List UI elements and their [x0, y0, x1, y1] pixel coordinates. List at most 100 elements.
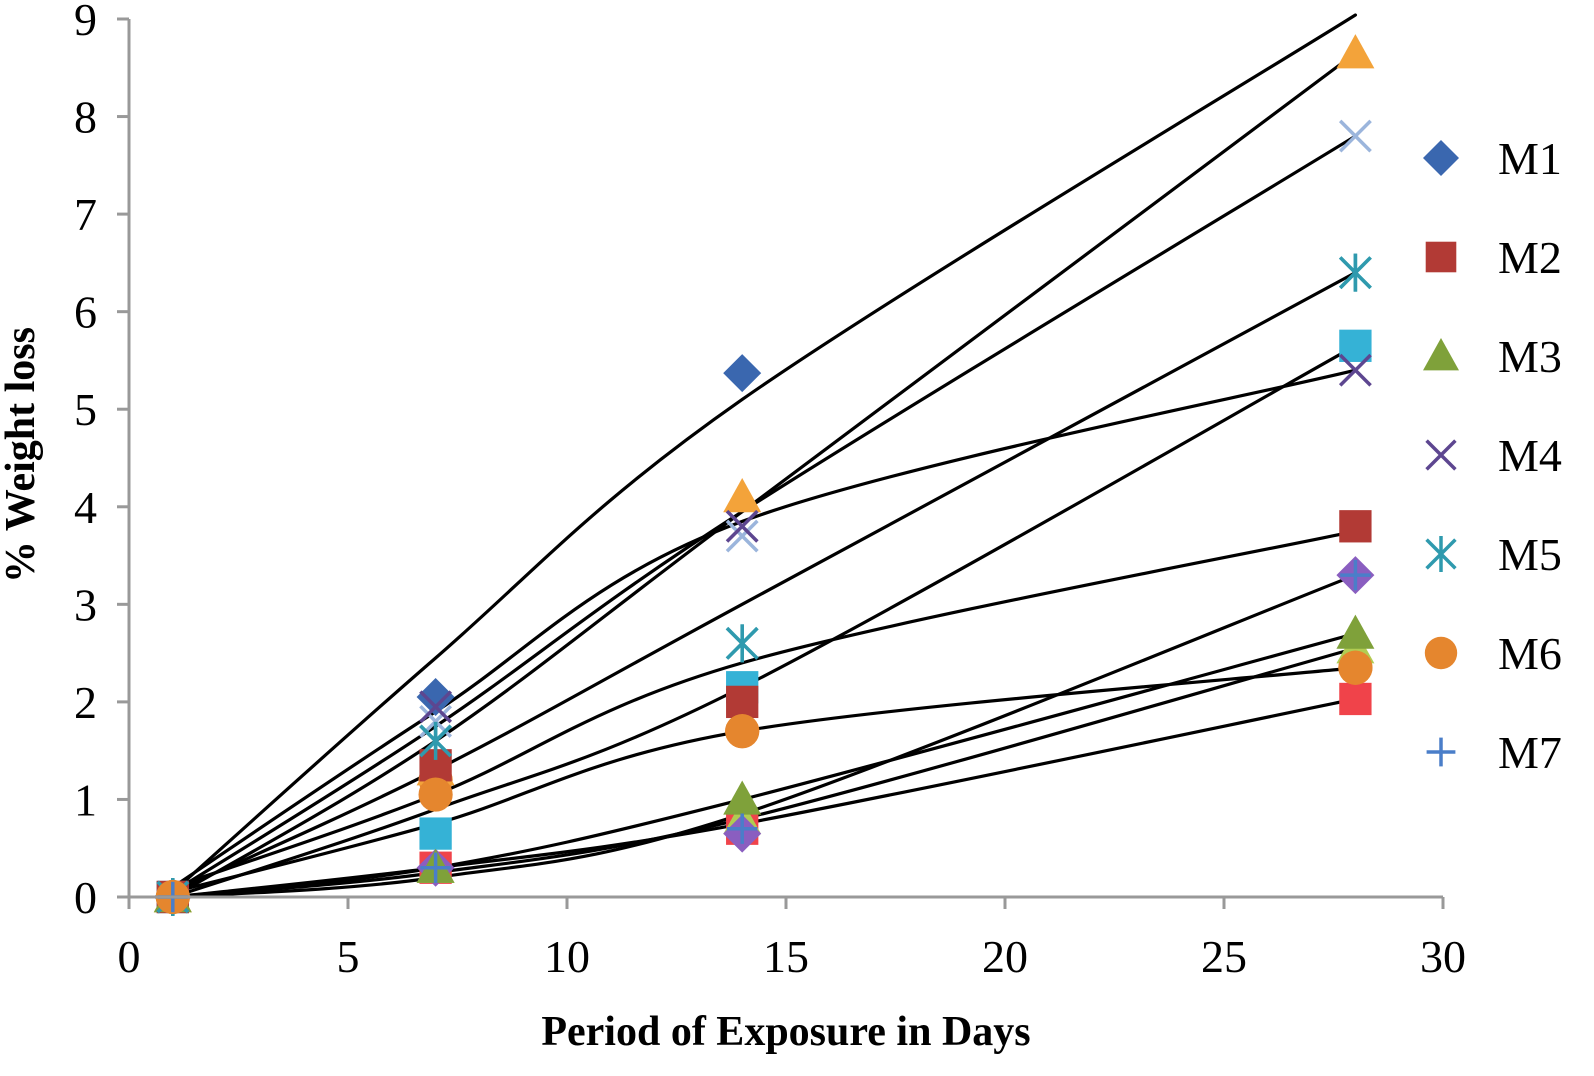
- legend-entry: M2: [1425, 232, 1562, 283]
- trendline: [171, 666, 1357, 894]
- triangle-marker: [723, 780, 762, 815]
- data-point: [1336, 34, 1375, 69]
- x-marker-stroke: [1425, 439, 1457, 471]
- x-tick-label: 20: [982, 931, 1028, 982]
- x-tick-label: 25: [1201, 931, 1247, 982]
- triangle-marker: [1423, 338, 1459, 371]
- trendline: [171, 632, 1357, 899]
- trendline: [171, 271, 1357, 894]
- x-tick-label: 30: [1420, 931, 1466, 982]
- legend-entry: M3: [1423, 331, 1562, 382]
- y-tick-label: 1: [74, 774, 97, 825]
- x-tick-label: 10: [544, 931, 590, 982]
- y-tick-label: 4: [74, 482, 97, 533]
- data-point: [1340, 559, 1371, 591]
- legend-label: M3: [1498, 331, 1562, 382]
- legend-label: M1: [1498, 133, 1562, 184]
- data-point: [419, 721, 453, 760]
- data-point: [1338, 353, 1372, 387]
- y-tick-label: 2: [74, 677, 97, 728]
- data-markers: [153, 34, 1375, 916]
- data-point: [725, 519, 759, 553]
- square-marker: [1339, 329, 1372, 362]
- trendline: [171, 529, 1357, 889]
- data-point: [419, 817, 452, 850]
- y-axis-title: % Weight loss: [0, 327, 44, 583]
- x-marker-stroke: [1338, 119, 1372, 153]
- diamond-marker: [1423, 140, 1459, 176]
- data-point: [1338, 119, 1372, 153]
- y-tick-label: 7: [74, 189, 97, 240]
- trendline: [171, 344, 1357, 899]
- legend-label: M2: [1498, 232, 1562, 283]
- legend-entry: M5: [1425, 529, 1562, 580]
- data-point: [723, 780, 762, 815]
- data-point: [725, 509, 759, 543]
- data-point: [725, 624, 759, 663]
- circle-marker: [1424, 636, 1458, 670]
- diamond-marker: [416, 678, 455, 717]
- legend-symbol: [1425, 439, 1457, 471]
- trendline: [171, 13, 1357, 894]
- y-tick-label: 6: [74, 287, 97, 338]
- legend-symbol: [1424, 636, 1458, 670]
- data-point: [1339, 510, 1372, 543]
- trendline: [171, 646, 1357, 899]
- data-point: [416, 678, 455, 717]
- trendline: [171, 573, 1357, 899]
- legend-label: M7: [1498, 727, 1562, 778]
- data-point: [1336, 614, 1375, 649]
- data-point: [723, 478, 762, 513]
- trendline: [171, 368, 1357, 889]
- data-point: [1338, 253, 1372, 292]
- square-marker: [726, 685, 759, 719]
- data-point: [1339, 329, 1372, 362]
- square-marker: [419, 817, 452, 850]
- circle-marker: [1338, 650, 1373, 685]
- square-marker: [1425, 241, 1457, 273]
- y-tick-label: 8: [74, 92, 97, 143]
- data-point: [727, 813, 758, 844]
- circle-marker: [725, 714, 760, 749]
- x-axis-title: Period of Exposure in Days: [541, 1009, 1030, 1055]
- legend-symbol: [1423, 140, 1459, 176]
- axes: 0 1 2 3 4 5 6 7 8 9 0 5 10 15 20 25 30: [74, 0, 1466, 982]
- diamond-marker: [723, 354, 762, 393]
- x-tick-label: 0: [118, 931, 141, 982]
- trendline: [171, 51, 1357, 899]
- legend-entry: M7: [1426, 727, 1562, 778]
- triangle-marker: [1336, 34, 1375, 69]
- triangle-marker: [723, 478, 762, 513]
- legend-entry: M1: [1423, 133, 1562, 184]
- legend-symbol: [1425, 536, 1457, 572]
- data-point: [1338, 650, 1373, 685]
- data-point: [420, 852, 451, 883]
- trendline: [171, 134, 1357, 894]
- trendline: [171, 697, 1357, 899]
- x-marker-stroke: [725, 509, 759, 543]
- legend: M1 M2 M3 M4 M5 M6 M7: [1423, 133, 1562, 778]
- x-marker-stroke: [419, 690, 453, 724]
- triangle-marker: [1336, 614, 1375, 649]
- y-tick-label: 3: [74, 579, 97, 630]
- legend-symbol: [1425, 241, 1457, 273]
- x-tick-label: 15: [763, 931, 809, 982]
- data-point: [1339, 682, 1372, 716]
- legend-symbol: [1423, 338, 1459, 371]
- legend-label: M5: [1498, 529, 1562, 580]
- legend-label: M4: [1498, 430, 1562, 481]
- y-tick-label: 9: [74, 0, 97, 45]
- data-point: [726, 685, 759, 719]
- circle-marker: [418, 777, 453, 812]
- legend-label: M6: [1498, 628, 1562, 679]
- data-point: [419, 690, 453, 724]
- x-marker-stroke: [725, 519, 759, 553]
- y-tick-label: 5: [74, 384, 97, 435]
- x-tick-label: 5: [337, 931, 360, 982]
- y-tick-label: 0: [74, 872, 97, 923]
- square-marker: [1339, 682, 1372, 716]
- square-marker: [1339, 510, 1372, 543]
- data-point: [723, 354, 762, 393]
- data-point: [418, 777, 453, 812]
